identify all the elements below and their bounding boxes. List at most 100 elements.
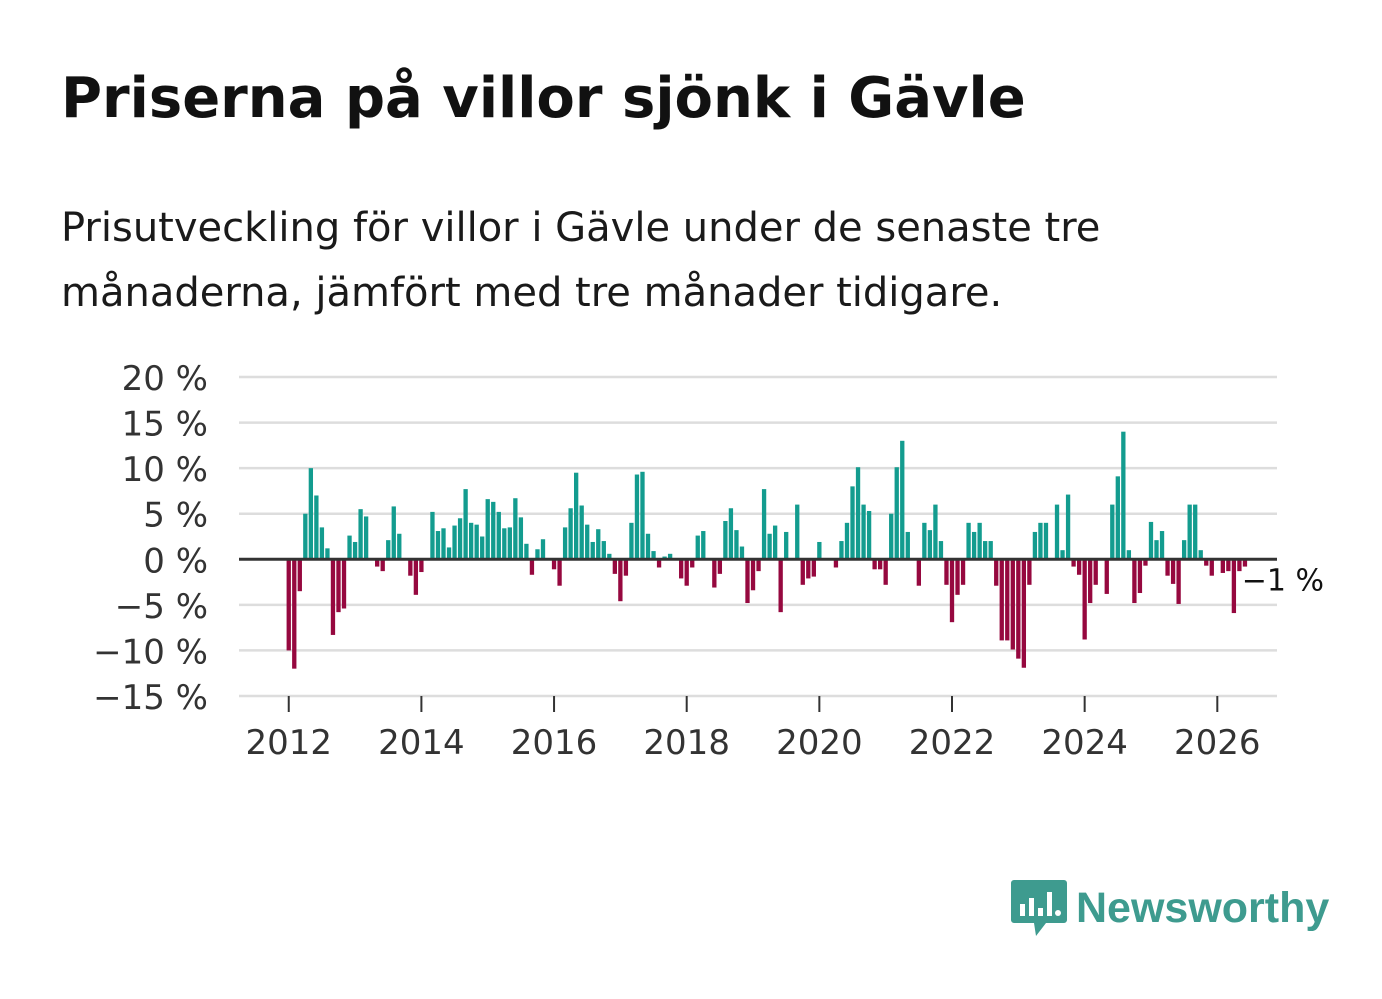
bar (1115, 476, 1120, 560)
bar (894, 467, 899, 560)
bar (1076, 559, 1082, 575)
bar (944, 559, 949, 585)
bar (1082, 559, 1087, 640)
bar (596, 529, 601, 560)
bar (750, 559, 756, 591)
bar (679, 559, 684, 579)
bar (430, 511, 435, 560)
bar (308, 468, 314, 560)
bar (855, 467, 861, 560)
bar (872, 559, 877, 570)
bar (618, 559, 623, 602)
bar (341, 559, 347, 609)
bar (1088, 559, 1093, 604)
bar (977, 522, 982, 560)
brand-name: Newsworthy (1076, 883, 1330, 932)
bar (452, 525, 457, 560)
bar (491, 501, 496, 560)
bar (386, 540, 391, 560)
bar (557, 559, 562, 586)
bar (651, 551, 656, 560)
bar (1181, 540, 1187, 560)
bar (579, 505, 584, 560)
bar (634, 474, 640, 560)
bar (463, 489, 468, 560)
bar (502, 528, 507, 560)
bar (1032, 531, 1038, 560)
bar (927, 530, 933, 560)
bar (408, 559, 413, 576)
x-tick-label: 2016 (511, 723, 598, 763)
chart-title: Priserna på villor sjönk i Gävle (61, 66, 1026, 131)
bar (734, 530, 739, 560)
bar (695, 535, 700, 560)
bar (551, 559, 557, 570)
bar (297, 559, 302, 592)
bar (844, 522, 850, 560)
bar (446, 547, 452, 560)
bar (1159, 531, 1165, 560)
bar (701, 531, 706, 560)
bar (419, 559, 424, 573)
bar (778, 559, 783, 613)
bar (474, 524, 479, 560)
bar (286, 559, 291, 651)
bar (1143, 559, 1148, 566)
x-tick-label: 2012 (245, 723, 332, 763)
bar (1054, 504, 1060, 560)
bar (524, 543, 529, 560)
bar (850, 486, 855, 560)
bar (712, 559, 717, 588)
bar (1148, 521, 1154, 560)
y-tick-label: 20 % (122, 359, 208, 399)
bar (640, 471, 645, 560)
bar (994, 559, 999, 586)
bar (485, 499, 490, 560)
y-tick-label: −5 % (115, 587, 208, 627)
bar (347, 535, 352, 560)
x-tick-label: 2022 (909, 723, 996, 763)
bar (612, 559, 618, 574)
bar (574, 472, 579, 560)
x-tick-label: 2018 (643, 723, 730, 763)
y-tick-label: 10 % (122, 450, 208, 490)
bar (1176, 559, 1181, 604)
x-tick-label: 2014 (378, 723, 465, 763)
bar (717, 559, 723, 574)
bar (1016, 559, 1021, 659)
bar (1137, 559, 1143, 594)
bar (1027, 559, 1032, 585)
last-value-label: −1 % (1242, 563, 1324, 598)
bar-chart-speech-bubble-icon (1011, 880, 1067, 936)
bar (607, 553, 612, 560)
bar (723, 521, 728, 560)
chart-subtitle: Prisutveckling för villor i Gävle under … (61, 205, 1101, 316)
bar (513, 498, 518, 560)
bar (933, 504, 938, 560)
bar (518, 517, 524, 560)
bar (955, 559, 960, 595)
newsworthy-logo: Newsworthy (1010, 878, 1329, 938)
bar (839, 541, 844, 560)
bar (1165, 559, 1170, 576)
bar (1231, 559, 1237, 614)
bar (667, 553, 673, 560)
x-tick-label: 2026 (1174, 723, 1261, 763)
bar (745, 559, 750, 604)
bar (496, 511, 501, 560)
bar (441, 528, 446, 560)
bar (1060, 550, 1065, 560)
bar (391, 506, 396, 560)
y-tick-label: 15 % (122, 405, 208, 445)
bar (358, 509, 363, 560)
bar (1104, 559, 1109, 594)
bar (590, 541, 595, 560)
bar (1038, 522, 1043, 560)
y-tick-label: 5 % (143, 496, 208, 536)
bar (1121, 431, 1126, 560)
bar (540, 539, 546, 560)
bar (960, 559, 966, 585)
bar (397, 533, 402, 560)
bar (938, 541, 944, 560)
bar (352, 541, 358, 560)
